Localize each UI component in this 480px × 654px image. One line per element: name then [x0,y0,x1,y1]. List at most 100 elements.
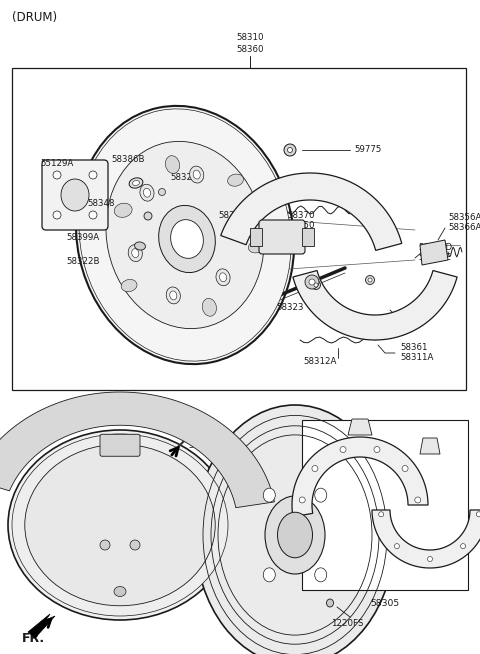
Ellipse shape [340,447,346,453]
Ellipse shape [106,141,264,328]
Text: 58323: 58323 [276,303,304,313]
Ellipse shape [114,203,132,217]
Text: 58323: 58323 [395,318,422,328]
Ellipse shape [158,188,166,196]
Text: 58305: 58305 [371,600,399,608]
Ellipse shape [132,249,139,258]
Ellipse shape [248,241,264,253]
Ellipse shape [312,281,321,290]
Text: 58322B: 58322B [67,258,100,266]
Text: 58330A: 58330A [218,211,252,220]
Text: FR.: FR. [22,632,45,644]
Ellipse shape [379,512,384,517]
FancyBboxPatch shape [302,228,314,246]
Text: 58312A: 58312A [303,358,336,366]
Text: (DRUM): (DRUM) [12,12,57,24]
Text: 58370: 58370 [287,211,314,220]
Ellipse shape [264,488,276,502]
Ellipse shape [53,211,61,219]
Text: 58348: 58348 [87,199,115,207]
Ellipse shape [288,148,292,152]
Ellipse shape [170,291,177,300]
Ellipse shape [76,106,294,364]
Polygon shape [221,173,402,250]
Ellipse shape [144,212,152,220]
Ellipse shape [134,242,145,250]
Text: 58310: 58310 [236,33,264,43]
Text: 1220FS: 1220FS [331,619,363,627]
Text: 58361: 58361 [400,343,428,353]
FancyBboxPatch shape [42,160,108,230]
Ellipse shape [100,540,110,550]
Ellipse shape [314,283,318,287]
Ellipse shape [79,109,291,361]
FancyBboxPatch shape [100,434,140,456]
Text: 58344D: 58344D [418,243,452,252]
Text: 55129A: 55129A [40,158,73,167]
Text: 58322B: 58322B [170,173,204,182]
Ellipse shape [305,275,319,289]
Ellipse shape [53,171,61,179]
Polygon shape [292,437,428,517]
Ellipse shape [374,447,380,453]
Ellipse shape [144,188,151,197]
Polygon shape [293,271,457,340]
Ellipse shape [219,273,227,282]
Ellipse shape [216,269,230,286]
Text: 58345E: 58345E [418,254,451,262]
Ellipse shape [140,184,154,201]
Ellipse shape [12,434,228,616]
FancyBboxPatch shape [259,220,305,254]
Text: 58386B: 58386B [111,156,145,165]
Ellipse shape [89,211,97,219]
Ellipse shape [89,171,97,179]
Ellipse shape [61,179,89,211]
Ellipse shape [312,466,318,472]
Polygon shape [420,438,440,454]
Ellipse shape [121,279,137,292]
Text: 58350: 58350 [287,222,314,230]
Text: 58356A: 58356A [448,213,480,222]
Text: 58360: 58360 [236,46,264,54]
Ellipse shape [8,430,232,620]
Ellipse shape [326,599,334,607]
Bar [12,68,466,390]
Ellipse shape [129,178,143,188]
Ellipse shape [128,245,143,262]
Polygon shape [348,419,372,435]
Ellipse shape [166,287,180,304]
Polygon shape [372,510,480,568]
Ellipse shape [228,174,243,186]
FancyBboxPatch shape [250,228,262,246]
Text: 58411C: 58411C [188,441,221,449]
Ellipse shape [402,466,408,472]
Text: 58366A: 58366A [448,224,480,233]
Polygon shape [0,392,275,508]
Ellipse shape [284,144,296,156]
Ellipse shape [476,512,480,517]
Ellipse shape [193,170,200,179]
Ellipse shape [114,587,126,596]
Ellipse shape [428,557,432,562]
Ellipse shape [368,278,372,282]
Text: 58311A: 58311A [400,354,433,362]
Ellipse shape [277,512,312,558]
Ellipse shape [461,543,466,549]
Ellipse shape [130,540,140,550]
Ellipse shape [415,497,421,503]
Ellipse shape [166,156,180,173]
Ellipse shape [190,166,204,183]
Ellipse shape [265,496,325,574]
Text: 58399A: 58399A [67,233,100,243]
Ellipse shape [171,220,204,258]
Text: 59775: 59775 [354,145,382,154]
Ellipse shape [264,568,276,582]
Bar [302,420,468,590]
Ellipse shape [202,298,216,317]
Ellipse shape [132,181,140,186]
Ellipse shape [159,205,216,273]
Ellipse shape [309,279,315,285]
Ellipse shape [25,444,215,606]
Polygon shape [28,614,55,638]
Ellipse shape [365,275,374,284]
